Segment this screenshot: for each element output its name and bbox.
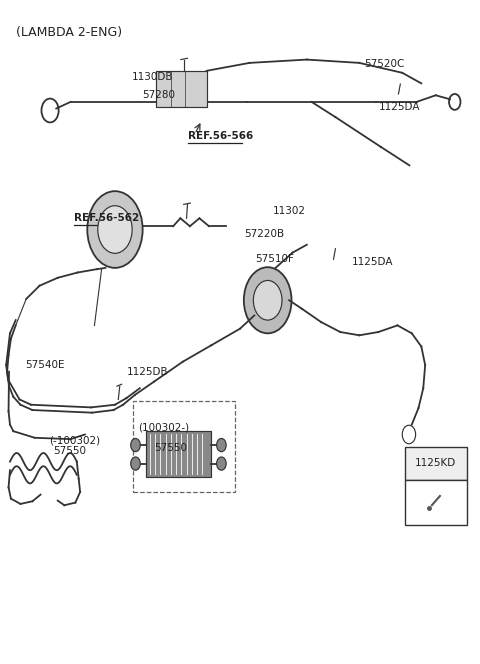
- Text: 1125DA: 1125DA: [352, 257, 394, 267]
- Text: 1125DA: 1125DA: [378, 102, 420, 112]
- Circle shape: [87, 191, 143, 268]
- Bar: [132, 401, 235, 492]
- Text: 1125KD: 1125KD: [415, 458, 456, 468]
- Text: (LAMBDA 2-ENG): (LAMBDA 2-ENG): [16, 26, 122, 39]
- Text: 1125DB: 1125DB: [126, 367, 168, 376]
- Text: 57540E: 57540E: [25, 360, 65, 370]
- Text: 57280: 57280: [143, 90, 176, 100]
- Text: (-100302): (-100302): [49, 436, 100, 446]
- Bar: [146, 431, 211, 477]
- Text: 57550: 57550: [53, 446, 86, 456]
- Circle shape: [253, 280, 282, 320]
- Bar: [156, 71, 206, 107]
- Bar: [405, 447, 467, 480]
- Text: REF.56-566: REF.56-566: [188, 131, 253, 141]
- Circle shape: [216, 438, 226, 452]
- Circle shape: [98, 206, 132, 253]
- Text: REF.56-562: REF.56-562: [74, 213, 139, 223]
- Circle shape: [216, 457, 226, 470]
- Bar: [405, 480, 467, 525]
- Text: 57550: 57550: [154, 443, 187, 453]
- Circle shape: [244, 267, 291, 333]
- Text: (100302-): (100302-): [138, 422, 189, 432]
- Circle shape: [131, 438, 140, 452]
- Text: 57510F: 57510F: [255, 254, 294, 264]
- Text: 57520C: 57520C: [364, 59, 405, 69]
- Circle shape: [131, 457, 140, 470]
- Text: 1130DB: 1130DB: [132, 72, 173, 82]
- Text: 11302: 11302: [273, 206, 305, 216]
- Text: 57220B: 57220B: [244, 229, 284, 239]
